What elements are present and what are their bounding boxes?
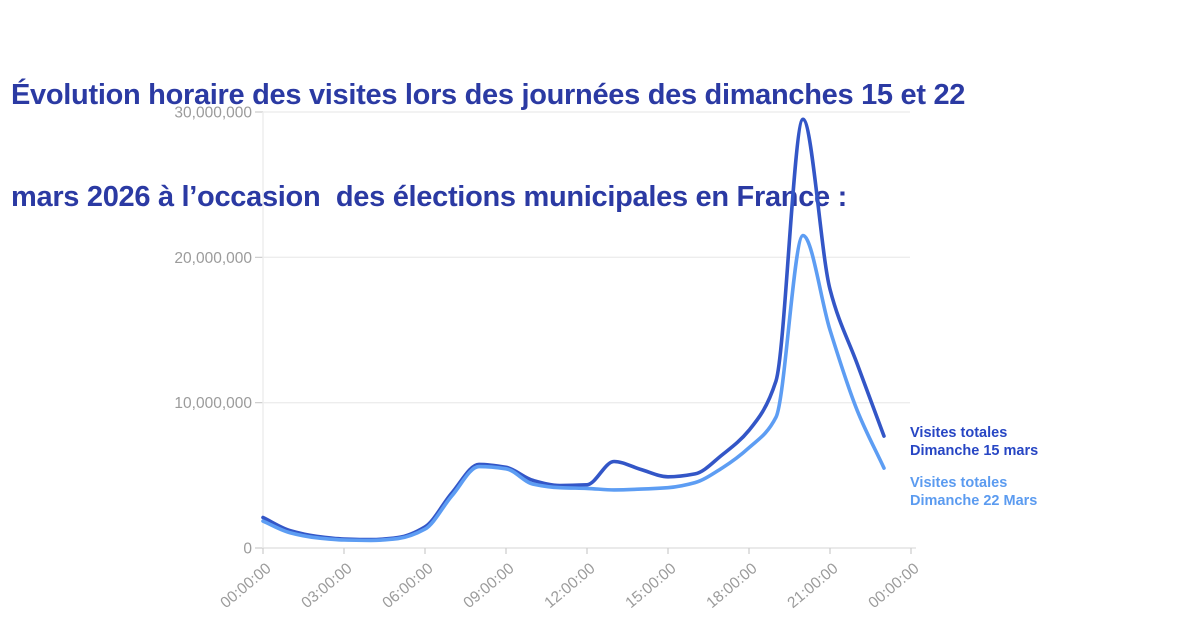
x-axis-tick-label: 03:00:00 [298,560,355,612]
x-axis-tick-label: 06:00:00 [379,560,436,612]
legend-item-dimanche-15-mars: Visites totales Dimanche 15 mars [910,424,1170,460]
x-axis-tick-label: 21:00:00 [784,560,841,612]
page-title-line-1: Évolution horaire des visites lors des j… [11,79,966,111]
x-axis-tick-label: 00:00:00 [865,560,922,612]
legend-series-sublabel: Dimanche 15 mars [910,443,1039,459]
page-title: Évolution horaire des visites lors des j… [11,10,1191,282]
legend-series-label: Visites totales [910,425,1008,441]
x-axis-tick-label: 09:00:00 [460,560,517,612]
legend-item-dimanche-22-mars: Visites totales Dimanche 22 Mars [910,474,1170,510]
y-axis-tick-label: 20,000,000 [174,250,252,267]
legend-series-label: Visites totales [910,475,1008,491]
series-line-dimanche-15-mars [261,117,886,542]
series-line-dimanche-22-mars [261,233,886,543]
y-axis-tick-label: 0 [243,541,252,558]
x-axis-tick-label: 18:00:00 [703,560,760,612]
x-axis-tick-label: 00:00:00 [217,560,274,612]
page-title-line-2: mars 2026 à l’occasion des élections mun… [11,181,847,213]
x-axis-tick-label: 12:00:00 [541,560,598,612]
x-axis-tick-label: 15:00:00 [622,560,679,612]
y-axis-tick-label: 10,000,000 [174,395,252,412]
legend-series-sublabel: Dimanche 22 Mars [910,493,1038,509]
y-axis-tick-label: 30,000,000 [174,105,252,122]
